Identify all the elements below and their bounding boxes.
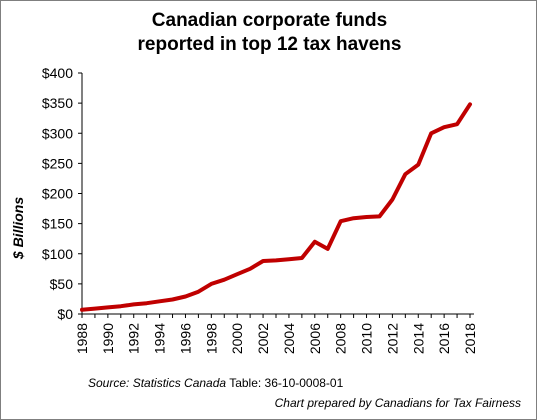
x-tick-label: 2004 xyxy=(281,323,297,354)
chart-title-line-1: Canadian corporate funds xyxy=(151,10,388,31)
x-tick-label: 1992 xyxy=(126,323,142,354)
x-tick-label: 2002 xyxy=(255,323,271,354)
y-tick-label: $200 xyxy=(42,186,73,202)
x-tick-label: 1988 xyxy=(74,323,90,354)
x-tick-label: 2012 xyxy=(384,323,400,354)
y-tick-label: $300 xyxy=(42,125,73,141)
source-label: Source: Statistics Canada xyxy=(88,376,227,390)
x-tick-label: 2016 xyxy=(436,323,452,354)
y-tick-label: $50 xyxy=(50,276,74,292)
x-tick-label: 1996 xyxy=(177,323,193,354)
y-tick-label: $150 xyxy=(42,216,73,232)
chart-title: Canadian corporate funds reported in top… xyxy=(1,9,537,57)
x-tick-label: 2006 xyxy=(307,323,323,354)
y-tick-label: $100 xyxy=(42,246,73,262)
source-table: Table: 36-10-0008-01 xyxy=(226,376,344,390)
x-tick-label: 2010 xyxy=(359,323,375,354)
series-line xyxy=(80,102,472,312)
y-tick-label: $250 xyxy=(42,155,73,171)
x-tick-label: 1994 xyxy=(152,323,168,354)
chart-credit: Chart prepared by Canadians for Tax Fair… xyxy=(274,396,521,410)
y-tick-label: $400 xyxy=(42,65,73,81)
y-tick-label: $350 xyxy=(42,95,73,111)
x-tick-label: 2008 xyxy=(333,323,349,354)
chart-title-line-2: reported in top 12 tax havens xyxy=(137,34,402,55)
source-note: Source: Statistics Canada Table: 36-10-0… xyxy=(88,376,343,390)
x-tick-label: 1998 xyxy=(203,323,219,354)
x-tick-label: 2000 xyxy=(229,323,245,354)
x-tick-label: 1990 xyxy=(100,323,116,354)
x-tick-label: 2018 xyxy=(462,323,478,354)
y-tick-label: $0 xyxy=(57,306,73,322)
x-tick-label: 2014 xyxy=(410,323,426,354)
